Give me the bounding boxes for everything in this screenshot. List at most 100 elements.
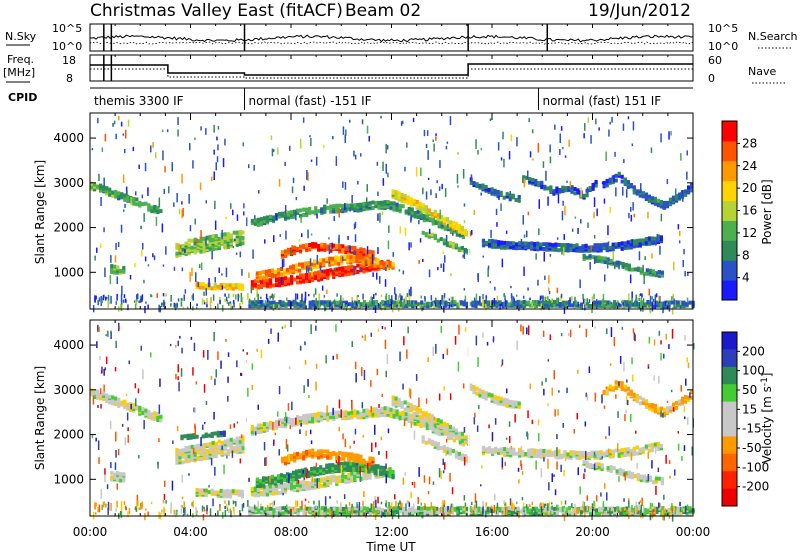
heatmap-cell xyxy=(593,234,596,239)
heatmap-cell xyxy=(650,448,654,453)
heatmap-cell xyxy=(302,470,304,474)
heatmap-cell xyxy=(676,506,680,511)
heatmap-cell xyxy=(482,294,484,300)
heatmap-cell xyxy=(328,466,332,471)
heatmap-cell xyxy=(362,248,366,252)
heatmap-cell xyxy=(305,213,309,218)
heatmap-cell xyxy=(223,243,227,248)
heatmap-cell xyxy=(262,281,267,286)
heatmap-cell xyxy=(656,447,660,451)
heatmap-cell xyxy=(278,304,280,311)
heatmap-cell xyxy=(328,237,330,240)
heatmap-cell xyxy=(516,294,518,297)
heatmap-cell xyxy=(456,509,460,514)
heatmap-cell xyxy=(346,461,350,466)
heatmap-cell xyxy=(448,427,452,432)
heatmap-cell xyxy=(430,295,433,301)
heatmap-cell xyxy=(629,391,633,396)
heatmap-cell xyxy=(243,211,245,216)
heatmap-cell xyxy=(400,198,404,203)
heatmap-cell xyxy=(505,194,509,199)
heatmap-cell xyxy=(420,506,424,511)
heatmap-cell xyxy=(618,467,622,472)
heatmap-cell xyxy=(332,510,336,515)
heatmap-cell xyxy=(267,269,272,274)
heatmap-cell xyxy=(662,301,665,309)
heatmap-cell xyxy=(129,275,132,280)
heatmap-cell xyxy=(238,439,242,444)
heatmap-cell xyxy=(446,141,449,144)
colorbar-tick-label: 8 xyxy=(742,248,750,262)
heatmap-cell xyxy=(626,245,630,250)
heatmap-cell xyxy=(471,506,475,511)
heatmap-cell xyxy=(478,393,482,398)
heatmap-cell xyxy=(259,279,263,284)
heatmap-cell xyxy=(439,419,443,424)
heatmap-cell xyxy=(377,205,381,210)
heatmap-cell xyxy=(153,255,156,261)
heatmap-cell xyxy=(574,216,577,219)
heatmap-cell xyxy=(181,448,185,453)
heatmap-cell xyxy=(269,511,273,516)
heatmap-cell xyxy=(359,302,363,307)
heatmap-cell xyxy=(657,273,661,278)
heatmap-cell xyxy=(265,293,268,300)
heatmap-cell xyxy=(318,300,321,308)
heatmap-cell xyxy=(607,300,611,305)
heatmap-cell xyxy=(413,481,416,488)
heatmap-cell xyxy=(593,256,596,264)
heatmap-cell xyxy=(269,296,271,300)
heatmap-cell xyxy=(391,395,395,400)
heatmap-cell xyxy=(105,297,108,300)
heatmap-cell xyxy=(144,201,148,206)
heatmap-cell xyxy=(207,433,211,438)
heatmap-cell xyxy=(328,256,332,261)
heatmap-cell xyxy=(348,246,350,249)
heatmap-cell xyxy=(448,244,452,248)
heatmap-cell xyxy=(223,232,227,237)
heatmap-cell xyxy=(271,484,276,489)
heatmap-cell xyxy=(308,210,312,215)
heatmap-cell xyxy=(485,447,489,452)
heatmap-cell xyxy=(353,265,357,270)
plot-title: Christmas Valley East (fitACF) xyxy=(90,1,343,21)
heatmap-cell xyxy=(644,405,648,409)
heatmap-cell xyxy=(442,221,446,226)
heatmap-cell xyxy=(531,178,535,182)
heatmap-cell xyxy=(205,449,209,453)
heatmap-cell xyxy=(679,305,682,309)
heatmap-cell xyxy=(503,301,505,307)
heatmap-cell xyxy=(335,243,339,248)
heatmap-cell xyxy=(549,334,552,341)
heatmap-cell xyxy=(572,450,576,455)
heatmap-cell xyxy=(331,466,335,471)
heatmap-cell xyxy=(534,178,538,183)
heatmap-cell xyxy=(108,187,112,192)
heatmap-cell xyxy=(303,185,305,191)
heatmap-cell xyxy=(296,508,300,513)
heatmap-cell xyxy=(566,452,570,457)
heatmap-cell xyxy=(510,134,513,142)
heatmap-cell xyxy=(159,414,163,419)
heatmap-cell xyxy=(442,458,444,466)
heatmap-cell xyxy=(422,218,426,223)
heatmap-cell xyxy=(400,401,404,406)
heatmap-cell xyxy=(593,212,595,219)
heatmap-cell xyxy=(284,486,288,491)
heatmap-cell xyxy=(362,471,366,476)
heatmap-cell xyxy=(491,448,495,453)
heatmap-cell xyxy=(480,506,484,511)
heatmap-cell xyxy=(260,349,263,358)
heatmap-cell xyxy=(388,300,390,308)
heatmap-cell xyxy=(463,249,466,259)
heatmap-cell xyxy=(186,436,190,440)
heatmap-cell xyxy=(281,300,285,305)
heatmap-cell xyxy=(175,460,179,465)
heatmap-cell xyxy=(340,255,344,260)
heatmap-cell xyxy=(404,416,408,421)
heatmap-cell xyxy=(240,292,243,303)
heatmap-cell xyxy=(96,247,98,253)
heatmap-cell xyxy=(586,298,588,304)
heatmap-cell xyxy=(521,300,524,308)
heatmap-cell xyxy=(395,293,397,301)
